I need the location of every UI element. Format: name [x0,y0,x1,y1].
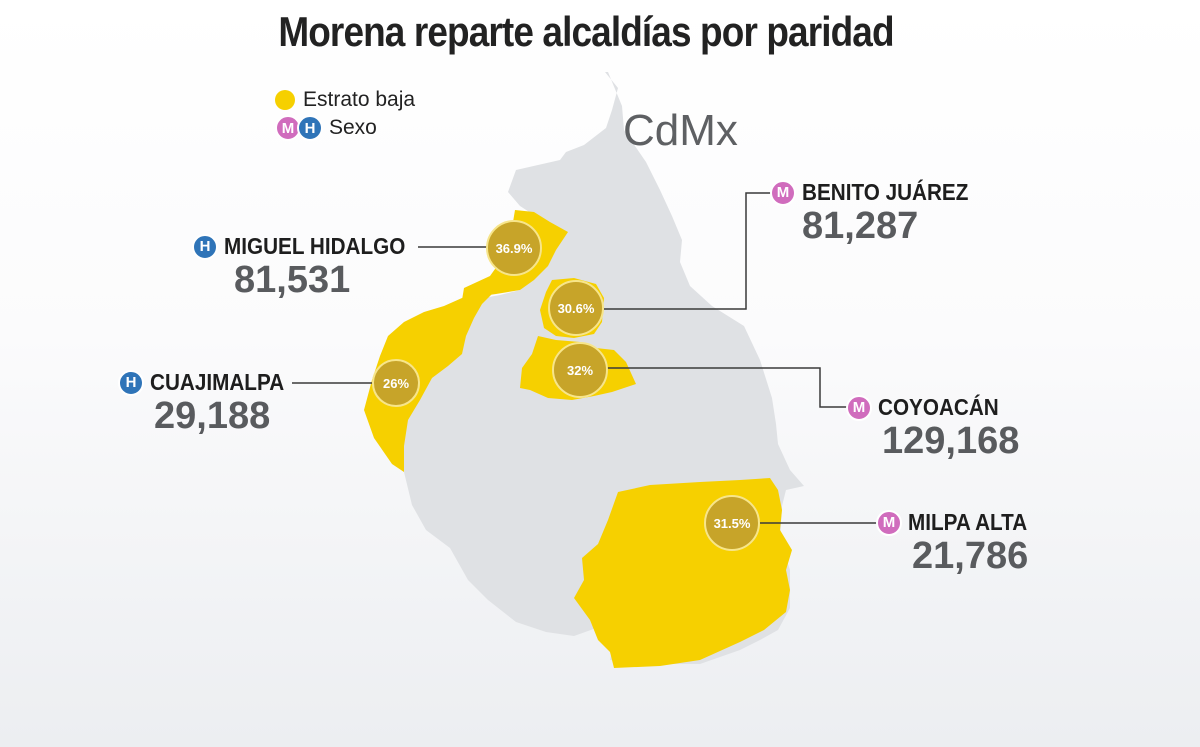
hombre-icon: H [118,369,144,396]
mujer-icon: M [770,179,796,206]
label-benito-juarez: M BENITO JUÁREZ 81,287 [770,179,987,246]
pct-circle-coyoacan: 32% [552,342,608,398]
leader-line-benito-juarez [604,192,772,310]
yellow-dot-icon [275,90,295,110]
pct-label-miguel-hidalgo: 36.9% [496,241,533,256]
hombre-icon: H [192,233,218,260]
mujer-icon: M [275,115,301,141]
alcaldia-value: 81,531 [234,259,351,301]
pct-label-coyoacan: 32% [567,363,593,378]
leader-lines [292,192,878,524]
alcaldia-name: COYOACÁN [878,394,999,420]
pct-label-benito-juarez: 30.6% [558,301,595,316]
label-miguel-hidalgo: H MIGUEL HIDALGO 81,531 [192,233,425,300]
map-label: CdMx [623,106,738,155]
mujer-icon: M [876,509,902,536]
label-milpa-alta: M MILPA ALTA 21,786 [876,509,1040,576]
label-coyoacan: M COYOACÁN 129,168 [846,394,1019,461]
mujer-icon: M [846,394,872,421]
alcaldia-name: MILPA ALTA [908,509,1028,535]
pct-circle-milpa-alta: 31.5% [704,495,760,551]
region-cuajimalpa [364,292,494,472]
alcaldia-name: CUAJIMALPA [150,369,285,395]
pct-circle-cuajimalpa: 26% [372,359,420,407]
legend-sexo: M H Sexo [275,114,415,142]
alcaldia-name: MIGUEL HIDALGO [224,233,406,259]
alcaldia-name: BENITO JUÁREZ [802,179,969,205]
legend-sexo-label: Sexo [329,116,377,139]
page-title: Morena reparte alcaldías por paridad [278,8,894,55]
hombre-icon: H [297,115,323,141]
alcaldia-value: 129,168 [882,420,1020,462]
alcaldia-value: 21,786 [912,535,1029,577]
alcaldia-value: 81,287 [802,205,919,247]
legend-estrato-label: Estrato baja [303,88,416,111]
label-cuajimalpa: H CUAJIMALPA 29,188 [118,369,299,436]
pct-circle-benito-juarez: 30.6% [548,280,604,336]
pct-label-milpa-alta: 31.5% [714,516,751,531]
alcaldia-value: 29,188 [154,395,271,437]
legend: Estrato baja M H Sexo [275,86,415,142]
leader-line-coyoacan [604,367,848,408]
pct-label-cuajimalpa: 26% [383,376,409,391]
pct-circle-miguel-hidalgo: 36.9% [486,220,542,276]
legend-estrato: Estrato baja [275,86,415,114]
